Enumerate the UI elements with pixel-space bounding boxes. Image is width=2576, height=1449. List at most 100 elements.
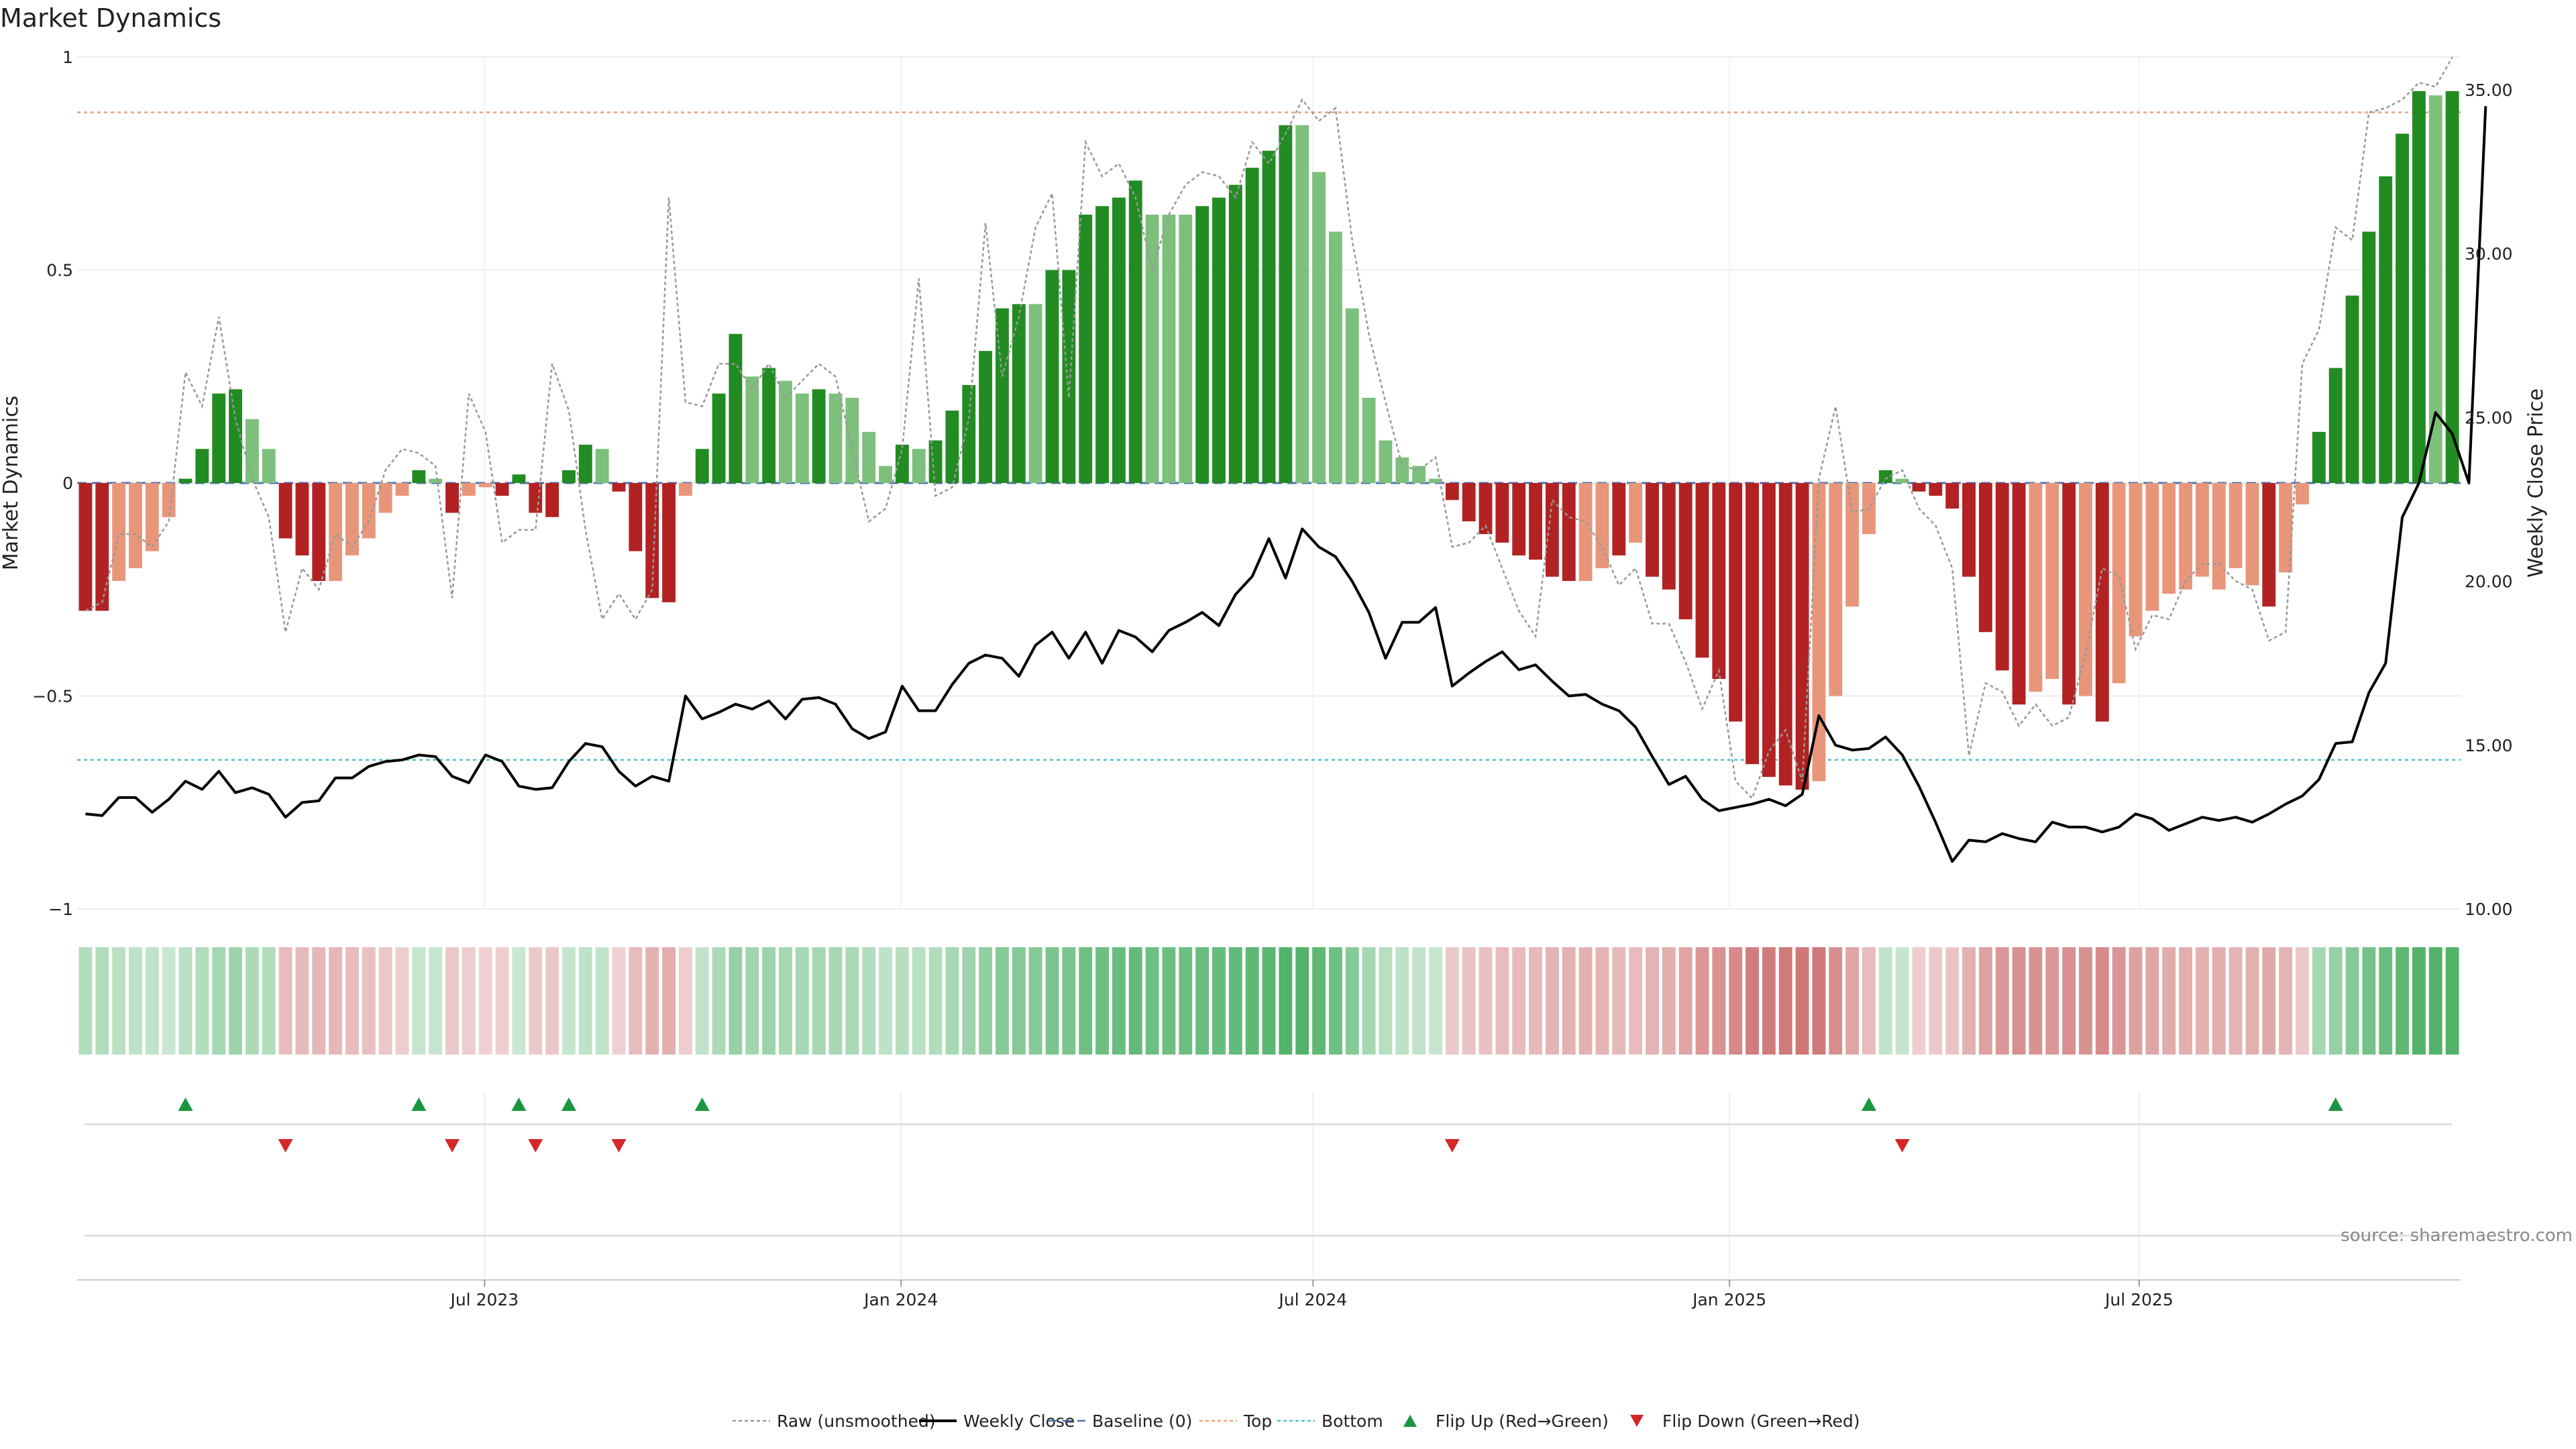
strip-cell xyxy=(345,947,359,1055)
bar xyxy=(1962,483,1976,577)
strip-cell xyxy=(178,947,193,1055)
strip-cell xyxy=(1929,947,1943,1055)
strip-cell xyxy=(812,947,826,1055)
bar xyxy=(95,483,109,611)
y2-axis-label: Weekly Close Price xyxy=(2524,388,2548,578)
bar xyxy=(928,440,943,483)
bar xyxy=(1345,308,1359,483)
strip-cell xyxy=(1612,947,1626,1055)
bar xyxy=(2212,483,2226,590)
strip-cell xyxy=(729,947,743,1055)
raw-series xyxy=(85,56,2453,800)
strip-cell xyxy=(845,947,859,1055)
strip-cell xyxy=(912,947,926,1055)
bar xyxy=(1128,180,1142,483)
strip-cell xyxy=(1328,947,1342,1055)
bar xyxy=(545,483,559,517)
strip-cell xyxy=(1228,947,1242,1055)
bar xyxy=(1379,440,1393,483)
strip-cell xyxy=(1529,947,1542,1055)
bar xyxy=(1778,483,1792,786)
strip-cell xyxy=(2162,947,2176,1055)
strip-cell xyxy=(1629,947,1643,1055)
strip-cell xyxy=(595,947,609,1055)
bar xyxy=(945,411,959,483)
strip-cell xyxy=(2296,947,2309,1055)
bar xyxy=(629,483,643,551)
legend-label: Raw (unsmoothed) xyxy=(777,1411,936,1431)
bar xyxy=(229,389,242,483)
strip-cell xyxy=(1412,947,1426,1055)
bar xyxy=(1912,483,1926,492)
legend-item: Baseline (0) xyxy=(1048,1411,1192,1431)
strip-cell xyxy=(2112,947,2126,1055)
strip-cell xyxy=(1795,947,1809,1055)
strip-cell xyxy=(429,947,443,1055)
bar xyxy=(1746,483,1759,765)
bar xyxy=(828,393,843,483)
strip-cell xyxy=(295,947,309,1055)
strip-cell xyxy=(1562,947,1576,1055)
bar xyxy=(1529,483,1542,560)
strip-cell xyxy=(2045,947,2059,1055)
strip-cell xyxy=(1829,947,1843,1055)
y-tick-label: 0.5 xyxy=(46,261,73,280)
flip-up-marker xyxy=(178,1097,193,1111)
bar xyxy=(2345,295,2359,483)
legend-label: Baseline (0) xyxy=(1092,1411,1192,1431)
strip-cell xyxy=(1312,947,1326,1055)
strip-cell xyxy=(2229,947,2243,1055)
strip-cell xyxy=(1445,947,1459,1055)
bar xyxy=(512,474,526,483)
bar xyxy=(295,483,309,555)
bar xyxy=(2296,483,2309,504)
bar xyxy=(1662,483,1676,590)
strip-cell xyxy=(1179,947,1193,1055)
legend-label: Flip Up (Red→Green) xyxy=(1436,1411,1609,1431)
bar xyxy=(2396,133,2409,484)
bar xyxy=(562,470,576,483)
bar xyxy=(445,483,459,513)
strip-cell xyxy=(1512,947,1526,1055)
bar xyxy=(1678,483,1693,620)
bar xyxy=(1812,483,1826,782)
strip-cell xyxy=(2279,947,2293,1055)
legend-label: Bottom xyxy=(1322,1411,1383,1431)
strip-cell xyxy=(612,947,626,1055)
bar xyxy=(695,449,709,483)
bar xyxy=(745,376,759,483)
strip-cell xyxy=(545,947,559,1055)
legend-swatch xyxy=(1403,1415,1417,1427)
bar xyxy=(962,384,976,483)
strip-cell xyxy=(1978,947,1992,1055)
close-line xyxy=(85,106,2487,863)
strip-cell xyxy=(2012,947,2026,1055)
bar xyxy=(1362,398,1376,483)
y2-tick-label: 25.00 xyxy=(2465,408,2513,427)
bar xyxy=(78,483,93,611)
strip-cell xyxy=(1578,947,1593,1055)
bars xyxy=(78,91,2459,790)
bar xyxy=(2062,483,2076,705)
flip-up-marker xyxy=(2328,1097,2343,1111)
bar xyxy=(429,478,443,483)
strip-cell xyxy=(2428,947,2443,1055)
bar xyxy=(678,483,692,496)
bar xyxy=(1412,466,1426,483)
strip-cell xyxy=(828,947,843,1055)
strip-cell xyxy=(1262,947,1276,1055)
strip-cell xyxy=(1145,947,1159,1055)
strip-cell xyxy=(1945,947,1960,1055)
bar xyxy=(1762,483,1776,777)
strip-cell xyxy=(378,947,392,1055)
strip-cell xyxy=(645,947,659,1055)
bar xyxy=(762,368,776,483)
strip-cell xyxy=(1112,947,1126,1055)
flip-down-marker xyxy=(1444,1139,1460,1152)
y2-tick-label: 15.00 xyxy=(2465,736,2513,755)
strip-cell xyxy=(695,947,709,1055)
bar xyxy=(345,483,359,555)
strip-cell xyxy=(112,947,126,1055)
strip-cell xyxy=(1545,947,1559,1055)
